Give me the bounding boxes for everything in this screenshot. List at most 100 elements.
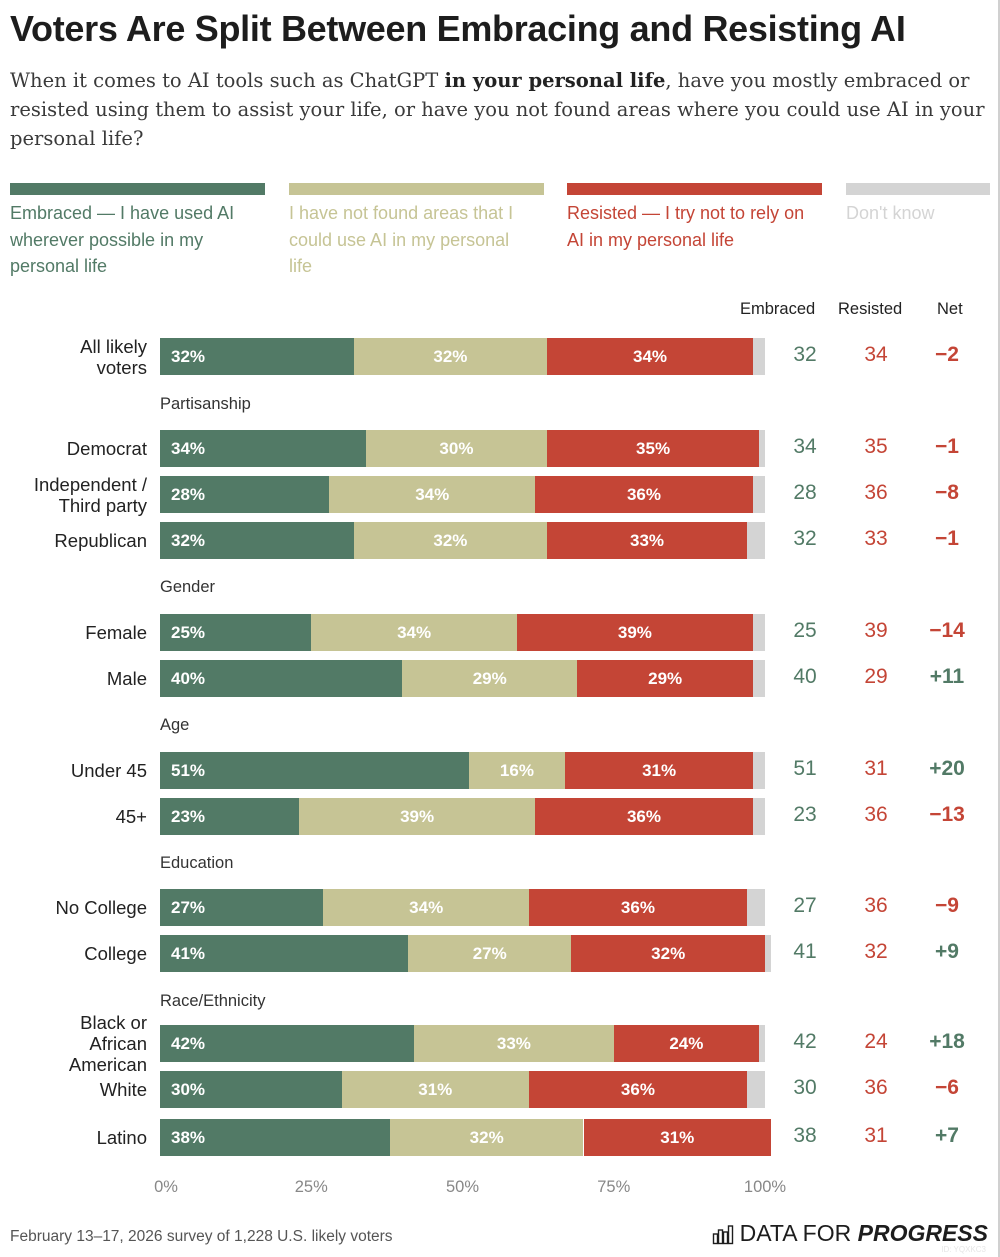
row-label: Black or African American bbox=[68, 1012, 147, 1075]
subtitle-text-bold: in your personal life bbox=[444, 69, 666, 92]
legend-item-not-found: I have not found areas that I could use … bbox=[289, 183, 544, 280]
x-tick-label: 50% bbox=[445, 1178, 480, 1196]
segment-value-label: 31% bbox=[660, 1127, 695, 1147]
legend-item-resisted: Resisted — I try not to rely on AI in my… bbox=[567, 183, 822, 253]
net-value: +9 bbox=[935, 940, 959, 963]
bar-segment-not-found: 33% bbox=[414, 1025, 614, 1062]
legend-item-dont-know: Don't know bbox=[846, 183, 990, 227]
segment-value-label: 30% bbox=[171, 1079, 206, 1099]
bar-segment-not-found: 30% bbox=[365, 430, 548, 467]
net-value: −1 bbox=[935, 527, 959, 550]
embraced-value: 25 bbox=[793, 619, 817, 642]
embraced-value: 30 bbox=[793, 1076, 817, 1099]
bar-segment-dont-know bbox=[752, 660, 765, 697]
embraced-value: 32 bbox=[793, 527, 817, 550]
net-value: −14 bbox=[929, 619, 965, 642]
bar-segment-embraced: 40% bbox=[160, 660, 402, 697]
bar-segment-resisted: 24% bbox=[613, 1025, 759, 1062]
segment-value-label: 30% bbox=[439, 438, 474, 458]
segment-value-label: 32% bbox=[433, 346, 468, 366]
net-value: −6 bbox=[935, 1076, 959, 1099]
embraced-value: 32 bbox=[793, 343, 817, 366]
data-for-progress-logo: DATA FOR PROGRESS bbox=[712, 1220, 988, 1247]
bar-segment-embraced: 28% bbox=[160, 476, 330, 513]
x-tick-label: 75% bbox=[597, 1178, 631, 1196]
survey-note: February 13–17, 2026 survey of 1,228 U.S… bbox=[10, 1228, 393, 1245]
segment-value-label: 32% bbox=[171, 530, 206, 550]
row-label: 45+ bbox=[115, 806, 147, 827]
segment-value-label: 39% bbox=[617, 622, 652, 642]
row-label: Independent / Third party bbox=[33, 473, 147, 516]
subtitle-text-end: , have you mostly embraced or resisted u… bbox=[10, 69, 985, 150]
stacked-bar: 30% 31% 36% bbox=[160, 1071, 765, 1108]
bar-segment-resisted: 31% bbox=[583, 1119, 772, 1156]
frame-border bbox=[998, 0, 1000, 1257]
logo-text-regular: DATA FOR bbox=[739, 1220, 858, 1246]
row-label: Male bbox=[106, 668, 147, 689]
legend-label: Embraced — I have used AI wherever possi… bbox=[10, 203, 235, 276]
segment-value-label: 39% bbox=[400, 806, 435, 826]
resisted-value: 29 bbox=[864, 665, 888, 688]
bar-segment-resisted: 36% bbox=[529, 1071, 747, 1108]
resisted-value: 39 bbox=[864, 619, 888, 642]
segment-value-label: 32% bbox=[651, 943, 686, 963]
stacked-bar: 38% 32% 31% bbox=[160, 1119, 772, 1156]
net-value: +11 bbox=[929, 665, 965, 688]
legend-swatch bbox=[846, 183, 990, 195]
segment-value-label: 16% bbox=[499, 760, 534, 780]
bar-segment-not-found: 29% bbox=[402, 660, 578, 697]
bar-segment-embraced: 23% bbox=[160, 798, 300, 835]
net-value: −1 bbox=[935, 435, 959, 458]
segment-value-label: 27% bbox=[171, 897, 206, 917]
segment-value-label: 40% bbox=[171, 668, 206, 688]
bar-segment-embraced: 32% bbox=[160, 338, 354, 375]
bar-segment-resisted: 32% bbox=[571, 935, 765, 972]
group-label: Age bbox=[160, 716, 190, 734]
stacked-bar: 32% 32% 34% bbox=[160, 338, 765, 375]
segment-value-label: 33% bbox=[496, 1033, 531, 1053]
segment-value-label: 36% bbox=[620, 1079, 655, 1099]
segment-value-label: 32% bbox=[171, 346, 206, 366]
legend-label: Don't know bbox=[846, 203, 935, 223]
bar-segment-dont-know bbox=[758, 1025, 765, 1062]
logo-text-bold: PROGRESS bbox=[857, 1220, 988, 1246]
bar-segment-not-found: 32% bbox=[353, 522, 548, 559]
resisted-value: 31 bbox=[864, 1124, 888, 1147]
segment-value-label: 34% bbox=[415, 484, 450, 504]
row-label: Under 45 bbox=[70, 760, 147, 781]
legend-item-embraced: Embraced — I have used AI wherever possi… bbox=[10, 183, 265, 280]
segment-value-label: 25% bbox=[171, 622, 206, 642]
bar-segment-resisted: 31% bbox=[565, 752, 753, 789]
row-label: No College bbox=[55, 897, 147, 918]
resisted-value: 36 bbox=[864, 894, 888, 917]
embraced-value: 23 bbox=[793, 803, 817, 826]
bar-segment-dont-know bbox=[752, 476, 765, 513]
resisted-value: 36 bbox=[864, 481, 888, 504]
resisted-value: 34 bbox=[864, 343, 888, 366]
bar-segment-resisted: 33% bbox=[547, 522, 747, 559]
stacked-bar: 34% 30% 35% bbox=[160, 430, 765, 467]
segment-value-label: 36% bbox=[626, 806, 661, 826]
bar-segment-not-found: 32% bbox=[353, 338, 548, 375]
embraced-value: 51 bbox=[793, 757, 817, 780]
bar-segment-dont-know bbox=[765, 935, 772, 972]
row-label: Latino bbox=[96, 1127, 147, 1148]
bar-segment-dont-know bbox=[752, 338, 765, 375]
segment-value-label: 27% bbox=[472, 943, 507, 963]
segment-value-label: 29% bbox=[648, 668, 683, 688]
segment-value-label: 42% bbox=[171, 1033, 206, 1053]
segment-value-label: 38% bbox=[171, 1127, 206, 1147]
bar-segment-resisted: 36% bbox=[529, 889, 747, 926]
group-label: Race/Ethnicity bbox=[160, 992, 266, 1010]
bar-segment-embraced: 32% bbox=[160, 522, 354, 559]
bar-segment-dont-know bbox=[758, 430, 765, 467]
bar-segment-not-found: 39% bbox=[299, 798, 536, 835]
bar-segment-embraced: 27% bbox=[160, 889, 324, 926]
stacked-bar: 23% 39% 36% bbox=[160, 798, 765, 835]
x-tick-label: 0% bbox=[154, 1178, 178, 1196]
segment-value-label: 34% bbox=[397, 622, 432, 642]
bar-segment-not-found: 16% bbox=[468, 752, 566, 789]
row-label: College bbox=[84, 943, 147, 964]
segment-value-label: 29% bbox=[472, 668, 507, 688]
embraced-value: 40 bbox=[793, 665, 817, 688]
